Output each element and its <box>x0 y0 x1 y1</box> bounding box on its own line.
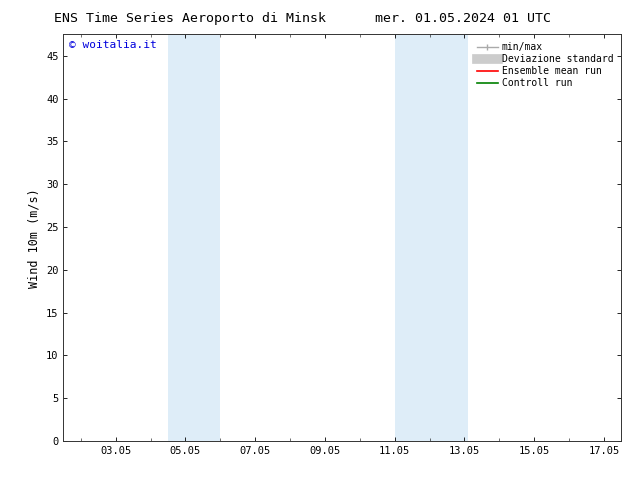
Y-axis label: Wind 10m (m/s): Wind 10m (m/s) <box>27 188 41 288</box>
Legend: min/max, Deviazione standard, Ensemble mean run, Controll run: min/max, Deviazione standard, Ensemble m… <box>474 39 616 91</box>
Bar <box>168 34 221 441</box>
Text: mer. 01.05.2024 01 UTC: mer. 01.05.2024 01 UTC <box>375 12 551 25</box>
Text: ENS Time Series Aeroporto di Minsk: ENS Time Series Aeroporto di Minsk <box>54 12 327 25</box>
Text: © woitalia.it: © woitalia.it <box>69 40 157 50</box>
Bar <box>394 34 468 441</box>
